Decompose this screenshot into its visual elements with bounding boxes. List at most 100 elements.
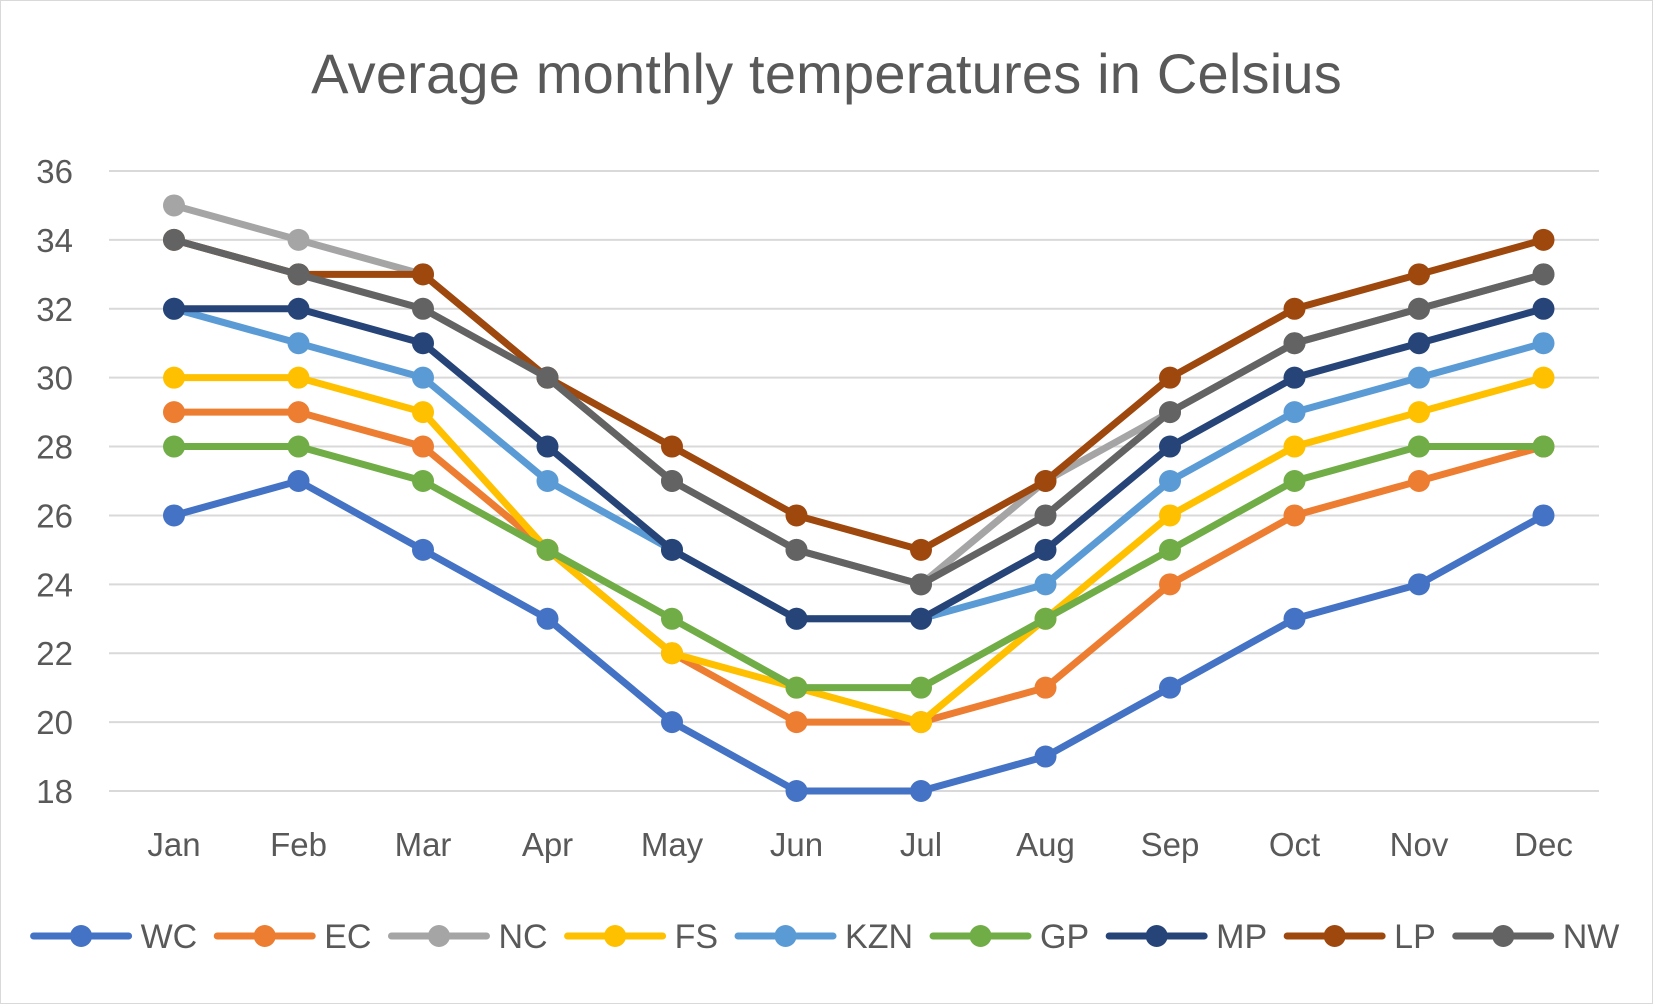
data-point-kzn-aug xyxy=(1034,573,1057,596)
data-point-fs-jul xyxy=(910,711,932,734)
data-point-wc-jul xyxy=(910,780,932,802)
data-point-nc-jan xyxy=(163,194,185,217)
legend-item-lp: LP xyxy=(1283,918,1436,956)
data-point-lp-aug xyxy=(1034,470,1057,492)
legend-label: EC xyxy=(324,918,371,956)
data-point-fs-mar xyxy=(412,401,434,424)
x-tick-label: Oct xyxy=(1269,826,1320,863)
data-point-mp-dec xyxy=(1532,297,1555,320)
series-line-nw xyxy=(170,236,1547,588)
data-point-gp-sep xyxy=(1159,538,1181,561)
y-tick-label: 28 xyxy=(36,429,73,466)
data-point-lp-dec xyxy=(1532,228,1555,251)
data-point-fs-nov xyxy=(1408,401,1430,424)
legend-label: KZN xyxy=(845,918,913,956)
data-point-fs-may xyxy=(661,642,683,665)
data-point-nw-sep xyxy=(1159,401,1181,424)
data-point-wc-may xyxy=(661,711,683,734)
chart-title: Average monthly temperatures in Celsius xyxy=(311,42,1342,105)
x-tick-label: Jun xyxy=(770,826,823,863)
data-point-nw-jun xyxy=(785,538,808,561)
data-point-nw-oct xyxy=(1283,332,1306,355)
data-point-gp-apr xyxy=(536,538,559,561)
legend-swatch-marker xyxy=(70,925,93,947)
data-point-ec-nov xyxy=(1408,470,1430,492)
data-point-fs-sep xyxy=(1159,504,1181,527)
x-tick-label: Jul xyxy=(900,826,942,863)
data-point-wc-dec xyxy=(1532,504,1555,527)
legend-swatch-marker xyxy=(969,925,992,947)
data-point-mp-may xyxy=(661,538,683,561)
data-point-kzn-mar xyxy=(412,366,434,389)
x-tick-label: Aug xyxy=(1016,826,1075,863)
series-line-lp xyxy=(170,236,1547,554)
data-point-wc-apr xyxy=(536,607,559,630)
x-tick-label: Apr xyxy=(522,826,573,863)
data-point-gp-mar xyxy=(412,470,434,492)
series-line-wc xyxy=(170,477,1547,795)
data-point-nw-apr xyxy=(536,366,559,389)
data-point-gp-dec xyxy=(1532,435,1555,458)
data-point-gp-feb xyxy=(287,435,310,458)
y-tick-label: 36 xyxy=(36,153,73,190)
legend-swatch-marker xyxy=(1145,925,1168,947)
y-tick-label: 32 xyxy=(36,291,73,328)
series-nw xyxy=(163,228,1555,596)
data-point-kzn-sep xyxy=(1159,470,1181,492)
data-point-lp-may xyxy=(661,435,683,458)
data-point-mp-jun xyxy=(785,607,808,630)
data-point-kzn-dec xyxy=(1532,332,1555,355)
x-tick-label: May xyxy=(641,826,704,863)
data-point-nw-nov xyxy=(1408,297,1430,320)
legend-label: MP xyxy=(1216,918,1267,956)
data-point-nw-may xyxy=(661,470,683,492)
data-point-wc-nov xyxy=(1408,573,1430,596)
data-point-nw-mar xyxy=(412,297,434,320)
series-wc xyxy=(163,470,1555,802)
data-point-wc-jun xyxy=(785,780,808,802)
data-point-wc-sep xyxy=(1159,676,1181,699)
legend-item-wc: WC xyxy=(30,918,197,956)
y-tick-label: 30 xyxy=(36,360,73,397)
series-line-mp xyxy=(170,305,1547,623)
legend-label: LP xyxy=(1394,918,1436,956)
y-tick-label: 20 xyxy=(36,704,73,741)
x-tick-label: Nov xyxy=(1390,826,1449,863)
data-point-kzn-apr xyxy=(536,470,559,492)
legend-swatch-marker xyxy=(427,925,450,947)
x-axis-tick-labels: Jan Feb Mar Apr May Jun Jul Aug Sep Oct Nov Dec xyxy=(147,826,1572,863)
y-tick-label: 24 xyxy=(36,566,73,603)
data-point-gp-jun xyxy=(785,676,808,699)
series-gp xyxy=(163,435,1555,699)
legend-item-kzn: KZN xyxy=(734,918,913,956)
data-point-ec-mar xyxy=(412,435,434,458)
data-point-gp-oct xyxy=(1283,470,1306,492)
legend-swatch-marker xyxy=(774,925,797,947)
x-tick-label: Dec xyxy=(1514,826,1573,863)
y-tick-label: 34 xyxy=(36,222,73,259)
data-point-lp-sep xyxy=(1159,366,1181,389)
data-point-nw-aug xyxy=(1034,504,1057,527)
data-point-lp-oct xyxy=(1283,297,1306,320)
data-point-nw-jul xyxy=(910,573,932,596)
legend-swatch-marker xyxy=(253,925,276,947)
series-lines xyxy=(163,194,1555,802)
data-point-mp-mar xyxy=(412,332,434,355)
data-point-kzn-nov xyxy=(1408,366,1430,389)
x-tick-label: Sep xyxy=(1141,826,1200,863)
legend-item-gp: GP xyxy=(929,918,1089,956)
x-tick-label: Jan xyxy=(147,826,200,863)
data-point-mp-jan xyxy=(163,297,185,320)
data-point-wc-feb xyxy=(287,470,310,492)
series-line-fs xyxy=(170,374,1547,726)
legend-label: GP xyxy=(1040,918,1089,956)
y-axis-tick-labels: 18 20 22 24 26 28 30 32 34 36 xyxy=(36,153,73,810)
data-point-nw-jan xyxy=(163,228,185,251)
data-point-gp-nov xyxy=(1408,435,1430,458)
legend-item-mp: MP xyxy=(1105,918,1267,956)
y-tick-label: 22 xyxy=(36,635,73,672)
legend-swatch-marker xyxy=(1492,925,1515,947)
data-point-mp-jul xyxy=(910,607,932,630)
data-point-lp-jul xyxy=(910,538,932,561)
